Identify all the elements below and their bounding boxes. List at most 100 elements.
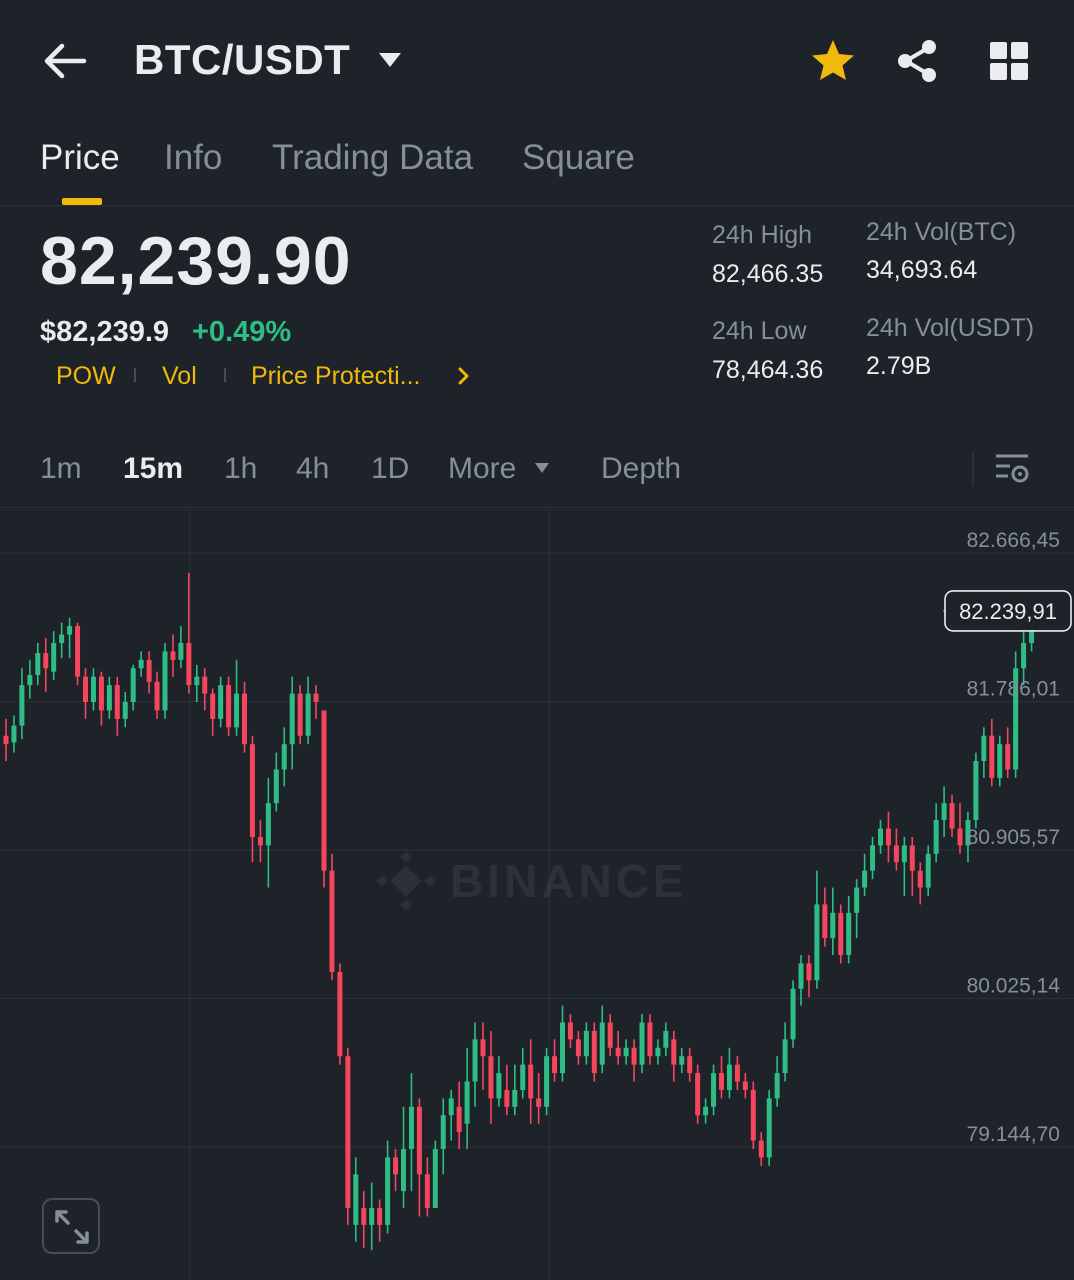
chart-grid	[0, 509, 1074, 1280]
candle-body	[369, 1208, 375, 1225]
candle	[703, 1098, 709, 1124]
candle-body	[234, 693, 240, 728]
candle	[719, 1056, 724, 1099]
chart-canvas[interactable]: BINANCE 82.239,91 82.666,45 81.786,01 80.9…	[0, 509, 1074, 1280]
tab-trading-data[interactable]: Trading Data	[272, 138, 474, 177]
candle-body	[162, 651, 168, 711]
candle-body	[51, 642, 57, 672]
candle-body	[949, 803, 955, 829]
candle	[679, 1047, 685, 1074]
tag-pow[interactable]: POW	[56, 362, 116, 390]
candle	[297, 685, 303, 745]
candle	[878, 820, 883, 854]
candle-body	[663, 1030, 669, 1048]
tab-info[interactable]: Info	[164, 138, 223, 177]
candle-body	[758, 1140, 764, 1158]
candle	[11, 715, 17, 753]
candle	[941, 786, 947, 837]
candle	[567, 1014, 573, 1048]
candle	[472, 1022, 478, 1107]
candle	[401, 1106, 406, 1209]
candle	[448, 1089, 454, 1141]
candle-body	[273, 769, 279, 804]
candle-body	[711, 1073, 717, 1107]
tab-square[interactable]: Square	[522, 138, 635, 177]
chart-settings-icon[interactable]	[994, 450, 1030, 486]
candle-body	[35, 653, 41, 676]
expand-chart-button[interactable]	[42, 1198, 100, 1254]
last-price-badge-label: 82.239,91	[959, 599, 1057, 624]
candle	[671, 1030, 677, 1082]
candle-body	[671, 1039, 677, 1065]
candles	[3, 572, 1035, 1251]
candle	[734, 1056, 740, 1090]
interval-1h[interactable]: 1h	[224, 452, 258, 485]
candle-body	[210, 693, 216, 719]
candle	[464, 1047, 470, 1149]
candle	[186, 572, 192, 694]
candle	[552, 1039, 558, 1082]
candle-body	[766, 1098, 772, 1158]
candle	[249, 735, 255, 863]
candle-body	[329, 870, 335, 972]
candle	[257, 820, 263, 863]
candle-body	[854, 887, 860, 913]
candle-body	[337, 971, 343, 1057]
candle-body	[846, 912, 852, 956]
tag-price-protection[interactable]: Price Protecti...	[251, 362, 421, 390]
tab-price[interactable]: Price	[40, 138, 120, 177]
candle	[3, 718, 9, 762]
candle-body	[496, 1073, 502, 1099]
candle	[957, 803, 963, 854]
candle-body	[416, 1106, 422, 1175]
candle-body	[726, 1064, 732, 1090]
candle-body	[1005, 744, 1011, 770]
back-arrow-icon[interactable]	[40, 36, 90, 86]
candle-body	[790, 988, 796, 1040]
candle-body	[782, 1039, 788, 1074]
grid-menu-icon[interactable]	[986, 38, 1032, 84]
interval-1d[interactable]: 1D	[371, 452, 410, 485]
candle	[226, 676, 232, 736]
star-icon[interactable]	[808, 36, 858, 86]
candlestick-chart[interactable]: BINANCE 82.239,91 82.666,45 81.786,01 80.9…	[0, 509, 1074, 1280]
candle	[528, 1039, 534, 1124]
interval-15m[interactable]: 15m	[123, 452, 184, 485]
candle	[917, 862, 923, 905]
candle	[408, 1073, 414, 1192]
candle-body	[687, 1056, 693, 1074]
candle-body	[202, 676, 208, 694]
interval-1m[interactable]: 1m	[40, 452, 82, 485]
candle-body	[560, 1022, 565, 1074]
candle	[663, 1022, 669, 1057]
candle-body	[1013, 668, 1019, 770]
caret-down-icon[interactable]	[534, 462, 550, 474]
interval-4h[interactable]: 4h	[296, 452, 330, 485]
trading-pair-title[interactable]: BTC/USDT	[134, 36, 351, 83]
candle-body	[448, 1098, 454, 1116]
candle	[806, 955, 812, 998]
caret-down-icon[interactable]	[376, 48, 404, 72]
depth-tab[interactable]: Depth	[601, 452, 682, 485]
candle	[162, 642, 168, 719]
tag-vol[interactable]: Vol	[162, 362, 197, 390]
candle	[130, 664, 136, 711]
candle-body	[138, 659, 144, 669]
candle	[305, 676, 311, 745]
candle	[281, 727, 287, 787]
candle	[1005, 727, 1011, 778]
candle	[655, 1039, 661, 1065]
candle	[846, 895, 852, 964]
candle-body	[607, 1022, 613, 1048]
interval-more[interactable]: More	[448, 452, 517, 485]
chevron-right-icon[interactable]	[456, 364, 472, 388]
candle-body	[186, 642, 192, 686]
candle	[424, 1157, 430, 1217]
expand-icon	[55, 1210, 89, 1244]
candle	[43, 637, 49, 692]
candle	[560, 1005, 565, 1082]
share-icon[interactable]	[892, 36, 942, 86]
candle	[353, 1157, 359, 1242]
candle-body	[11, 725, 17, 743]
tag-divider	[224, 368, 226, 382]
